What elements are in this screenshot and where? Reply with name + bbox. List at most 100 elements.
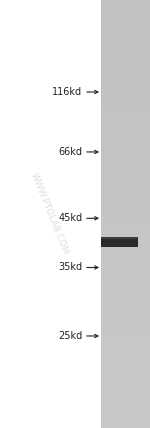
- Bar: [100, 325, 150, 330]
- Bar: [100, 424, 150, 428]
- Bar: [100, 237, 138, 247]
- Bar: [100, 0, 150, 4]
- Bar: [100, 13, 150, 17]
- Bar: [100, 287, 150, 291]
- Bar: [100, 39, 150, 43]
- Bar: [100, 158, 150, 163]
- Bar: [100, 312, 150, 317]
- Bar: [100, 334, 150, 338]
- Bar: [100, 278, 150, 282]
- Bar: [100, 240, 150, 244]
- Bar: [100, 261, 150, 265]
- Bar: [100, 231, 150, 235]
- Bar: [100, 0, 101, 428]
- Bar: [100, 321, 150, 325]
- Bar: [100, 137, 150, 141]
- Bar: [100, 295, 150, 300]
- Bar: [100, 163, 150, 167]
- Text: WWW.PTGLAB.COM: WWW.PTGLAB.COM: [29, 172, 70, 256]
- Bar: [100, 291, 150, 295]
- Bar: [100, 120, 150, 124]
- Bar: [100, 188, 150, 193]
- Bar: [100, 56, 150, 60]
- Bar: [100, 355, 150, 360]
- Bar: [100, 270, 150, 274]
- Bar: [100, 103, 150, 107]
- Bar: [100, 214, 150, 218]
- Bar: [100, 253, 150, 257]
- Bar: [100, 116, 150, 120]
- Bar: [100, 347, 150, 351]
- Bar: [100, 107, 150, 111]
- Bar: [100, 237, 138, 239]
- Bar: [100, 17, 150, 21]
- Bar: [100, 389, 150, 394]
- Bar: [100, 9, 150, 13]
- Bar: [100, 81, 150, 86]
- Bar: [100, 377, 150, 381]
- Bar: [100, 227, 150, 231]
- Bar: [100, 43, 150, 47]
- Bar: [100, 304, 150, 308]
- Bar: [100, 205, 150, 210]
- Bar: [100, 150, 150, 154]
- Bar: [100, 4, 150, 9]
- Text: 25kd: 25kd: [58, 331, 82, 341]
- Bar: [100, 381, 150, 385]
- Bar: [100, 171, 150, 175]
- Bar: [100, 419, 150, 424]
- Bar: [100, 342, 150, 347]
- Bar: [100, 360, 150, 364]
- Bar: [100, 338, 150, 342]
- Bar: [100, 98, 150, 103]
- Bar: [100, 223, 150, 227]
- Bar: [100, 77, 150, 81]
- Bar: [100, 167, 150, 171]
- Text: 66kd: 66kd: [58, 147, 82, 157]
- Bar: [100, 265, 150, 270]
- Bar: [100, 372, 150, 377]
- Bar: [100, 154, 150, 158]
- Bar: [100, 94, 150, 98]
- Bar: [100, 317, 150, 321]
- Bar: [100, 90, 150, 94]
- Bar: [100, 34, 150, 39]
- Bar: [100, 30, 150, 34]
- Bar: [100, 175, 150, 180]
- Bar: [100, 124, 150, 128]
- Bar: [100, 415, 150, 419]
- Bar: [100, 407, 150, 411]
- Bar: [100, 308, 150, 312]
- Bar: [100, 282, 150, 287]
- Bar: [100, 368, 150, 372]
- Bar: [100, 274, 150, 278]
- Bar: [100, 394, 150, 398]
- Bar: [100, 385, 150, 389]
- Bar: [100, 300, 150, 304]
- Text: 116kd: 116kd: [52, 87, 82, 97]
- Bar: [100, 0, 150, 428]
- Bar: [100, 141, 150, 146]
- Bar: [100, 60, 150, 64]
- Bar: [100, 47, 150, 51]
- Text: 35kd: 35kd: [58, 262, 82, 273]
- Bar: [100, 64, 150, 68]
- Bar: [100, 146, 150, 150]
- Bar: [100, 133, 150, 137]
- Bar: [100, 201, 150, 205]
- Bar: [100, 218, 150, 223]
- Bar: [100, 364, 150, 368]
- Bar: [100, 21, 150, 26]
- Bar: [100, 248, 150, 253]
- Bar: [100, 73, 150, 77]
- Bar: [100, 111, 150, 116]
- Bar: [100, 197, 150, 201]
- Bar: [100, 193, 150, 197]
- Bar: [100, 180, 150, 184]
- Bar: [100, 351, 150, 355]
- Bar: [100, 184, 150, 188]
- Bar: [100, 402, 150, 407]
- Bar: [100, 330, 150, 334]
- Text: 45kd: 45kd: [58, 213, 82, 223]
- Bar: [100, 86, 150, 90]
